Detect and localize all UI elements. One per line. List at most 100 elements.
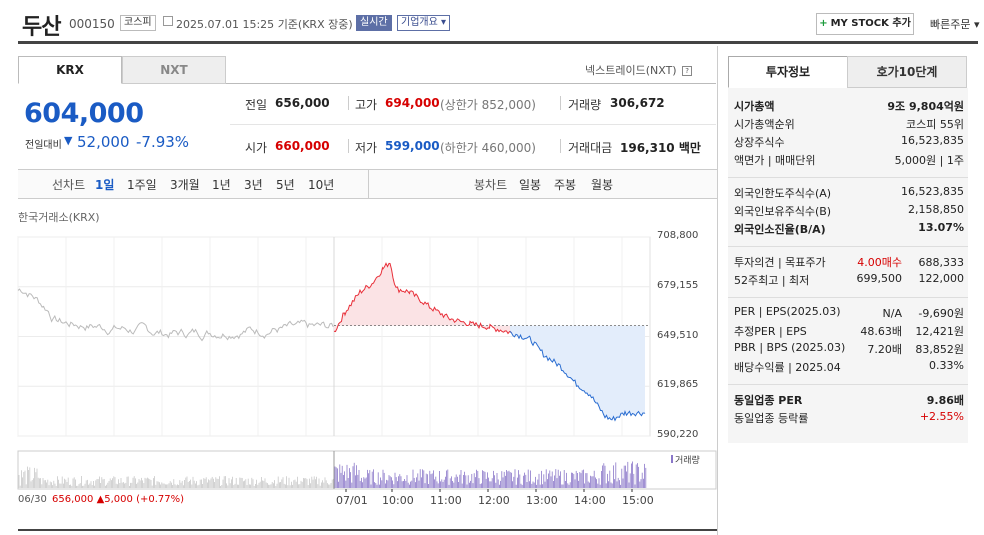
price-change: 52,000 bbox=[77, 133, 130, 151]
market-badge: 코스피 bbox=[120, 15, 156, 31]
candle-period-0[interactable]: 일봉 bbox=[519, 178, 542, 192]
tab-krx[interactable]: KRX bbox=[18, 56, 122, 84]
x-tick-label: 13:00 bbox=[526, 494, 558, 507]
up-triangle-icon: ▲ bbox=[96, 494, 105, 505]
volume-frame bbox=[17, 450, 717, 490]
lower-limit: (하한가 460,000) bbox=[440, 141, 536, 155]
x-tick-label: 07/01 bbox=[336, 494, 368, 507]
high-value: 694,000 bbox=[385, 96, 440, 110]
info-value: 5,000원 | 1주 bbox=[894, 154, 964, 167]
period-2[interactable]: 3개월 bbox=[170, 178, 200, 192]
info-value: 9.86배 bbox=[926, 394, 964, 407]
info-key: 동일업종 등락률 bbox=[734, 412, 809, 425]
x-tick-label: 15:00 bbox=[622, 494, 654, 507]
period-0[interactable]: 1일 bbox=[95, 178, 115, 192]
tab-hoga[interactable]: 호가10단계 bbox=[847, 56, 967, 88]
sector-info-row[interactable]: 동일업종 등락률 +2.55% bbox=[734, 410, 964, 428]
info-value: 13.07% bbox=[918, 221, 964, 234]
realtime-badge[interactable]: 실시간 bbox=[356, 15, 392, 31]
info-key: 외국인한도주식수(A) bbox=[734, 187, 832, 200]
high-label: 고가 bbox=[355, 98, 378, 112]
info-value: 16,523,835 bbox=[901, 134, 964, 147]
amount-label: 거래대금 bbox=[568, 141, 613, 155]
valuation-info-row[interactable]: PBR | BPS (2025.03) 7.20배 83,852원 bbox=[734, 341, 964, 359]
info-key: 외국인보유주식수(B) bbox=[734, 205, 832, 218]
period-4[interactable]: 3년 bbox=[244, 178, 263, 192]
info-key: PBR | BPS (2025.03) bbox=[734, 341, 846, 354]
down-arrow-icon: ▼ bbox=[64, 134, 73, 147]
volume-value: 306,672 bbox=[610, 96, 665, 110]
info-value-pair: 48.63배 12,421원 bbox=[860, 325, 964, 338]
prev-label: 전일 bbox=[245, 98, 268, 112]
valuation-info-row[interactable]: 배당수익률 | 2025.04 0.33% bbox=[734, 359, 964, 377]
bottom-divider bbox=[18, 529, 718, 531]
quote-datetime: 2025.07.01 15:25 기준(KRX 장중) bbox=[176, 18, 353, 31]
info-value: 2,158,850 bbox=[908, 203, 964, 216]
candle-chart-label: 봉차트 bbox=[474, 178, 508, 192]
open-label: 시가 bbox=[245, 141, 268, 155]
calendar-icon bbox=[163, 16, 173, 26]
market-info-row[interactable]: 상장주식수 16,523,835 bbox=[734, 134, 964, 152]
prev-value: 656,000 bbox=[275, 96, 330, 110]
stock-name: 두산 bbox=[22, 15, 61, 40]
info-value: 코스피 55위 bbox=[906, 118, 964, 131]
current-price: 604,000 bbox=[24, 98, 144, 129]
info-value-pair: N/A -9,690원 bbox=[882, 307, 964, 320]
info-value-pair: 0.33% bbox=[929, 359, 964, 372]
price-summary: 전일 656,000 고가 694,000 (상한가 852,000) 거래량 … bbox=[230, 90, 716, 158]
candle-period-1[interactable]: 주봉 bbox=[554, 178, 577, 192]
valuation-info-row[interactable]: PER | EPS(2025.03) N/A -9,690원 bbox=[734, 305, 964, 323]
info-key: PER | EPS(2025.03) bbox=[734, 305, 841, 318]
info-value: 16,523,835 bbox=[901, 185, 964, 198]
y-tick-label: 590,220 bbox=[657, 429, 699, 440]
up-fill bbox=[334, 263, 512, 334]
info-key: 추정PER | EPS bbox=[734, 325, 807, 338]
sector-info-row[interactable]: 동일업종 PER 9.86배 bbox=[734, 392, 964, 410]
opinion-info-row[interactable]: 투자의견 | 목표주가 4.00매수 688,333 bbox=[734, 254, 964, 272]
quick-order-button[interactable]: 빠른주문 ▾ bbox=[930, 18, 980, 31]
header-divider bbox=[18, 41, 978, 44]
info-key: 배당수익률 | 2025.04 bbox=[734, 361, 841, 374]
down-line bbox=[509, 331, 646, 422]
foreign-info-row[interactable]: 외국인한도주식수(A) 16,523,835 bbox=[734, 185, 964, 203]
info-key: 외국인소진율(B/A) bbox=[734, 223, 826, 236]
company-info-button[interactable]: 기업개요 ▾ bbox=[397, 15, 451, 31]
tab-nxt[interactable]: NXT bbox=[122, 56, 226, 84]
line-chart-label: 선차트 bbox=[52, 178, 86, 192]
y-tick-label: 649,510 bbox=[657, 329, 699, 341]
valuation-info-row[interactable]: 추정PER | EPS 48.63배 12,421원 bbox=[734, 323, 964, 341]
tab-invest-info[interactable]: 투자정보 bbox=[728, 56, 848, 88]
foreign-info-row[interactable]: 외국인보유주식수(B) 2,158,850 bbox=[734, 203, 964, 221]
period-5[interactable]: 5년 bbox=[276, 178, 295, 192]
foreign-info-row[interactable]: 외국인소진율(B/A) 13.07% bbox=[734, 221, 964, 239]
market-info-row[interactable]: 시가총액순위 코스피 55위 bbox=[734, 116, 964, 134]
info-value: +2.55% bbox=[919, 410, 964, 423]
info-value-pair: 699,500 122,000 bbox=[856, 272, 965, 285]
opinion-info-row[interactable]: 52주최고 | 최저 699,500 122,000 bbox=[734, 272, 964, 290]
my-stock-add-button[interactable]: + MY STOCK 추가 bbox=[816, 13, 914, 35]
info-key: 시가총액순위 bbox=[734, 118, 795, 131]
volume-legend: 거래량 bbox=[671, 453, 700, 466]
y-tick-label: 708,800 bbox=[657, 230, 699, 241]
info-key: 액면가 | 매매단위 bbox=[734, 154, 816, 167]
stock-code: 000150 bbox=[69, 17, 115, 31]
info-value: 9조 9,804억원 bbox=[887, 100, 964, 113]
nextrade-link[interactable]: 넥스트레이드(NXT) ? bbox=[585, 62, 693, 78]
low-label: 저가 bbox=[355, 141, 378, 155]
amount-value: 196,310 백만 bbox=[620, 141, 701, 155]
period-1[interactable]: 1주일 bbox=[127, 178, 157, 192]
y-tick-label: 679,155 bbox=[657, 279, 699, 291]
tab-underline bbox=[226, 83, 716, 84]
candle-period-2[interactable]: 월봉 bbox=[591, 178, 614, 192]
up-line bbox=[333, 262, 512, 335]
period-3[interactable]: 1년 bbox=[212, 178, 231, 192]
info-key: 투자의견 | 목표주가 bbox=[734, 256, 826, 269]
info-value-pair: 4.00매수 688,333 bbox=[857, 256, 964, 269]
market-info-row[interactable]: 액면가 | 매매단위 5,000원 | 1주 bbox=[734, 152, 964, 170]
stock-header: 두산 000150 코스피 2025.07.01 15:25 기준(KRX 장중… bbox=[0, 0, 984, 44]
period-6[interactable]: 10년 bbox=[308, 178, 335, 192]
info-key: 52주최고 | 최저 bbox=[734, 274, 810, 287]
market-info-row[interactable]: 시가총액 9조 9,804억원 bbox=[734, 98, 964, 116]
x-tick-label: 10:00 bbox=[382, 494, 414, 507]
